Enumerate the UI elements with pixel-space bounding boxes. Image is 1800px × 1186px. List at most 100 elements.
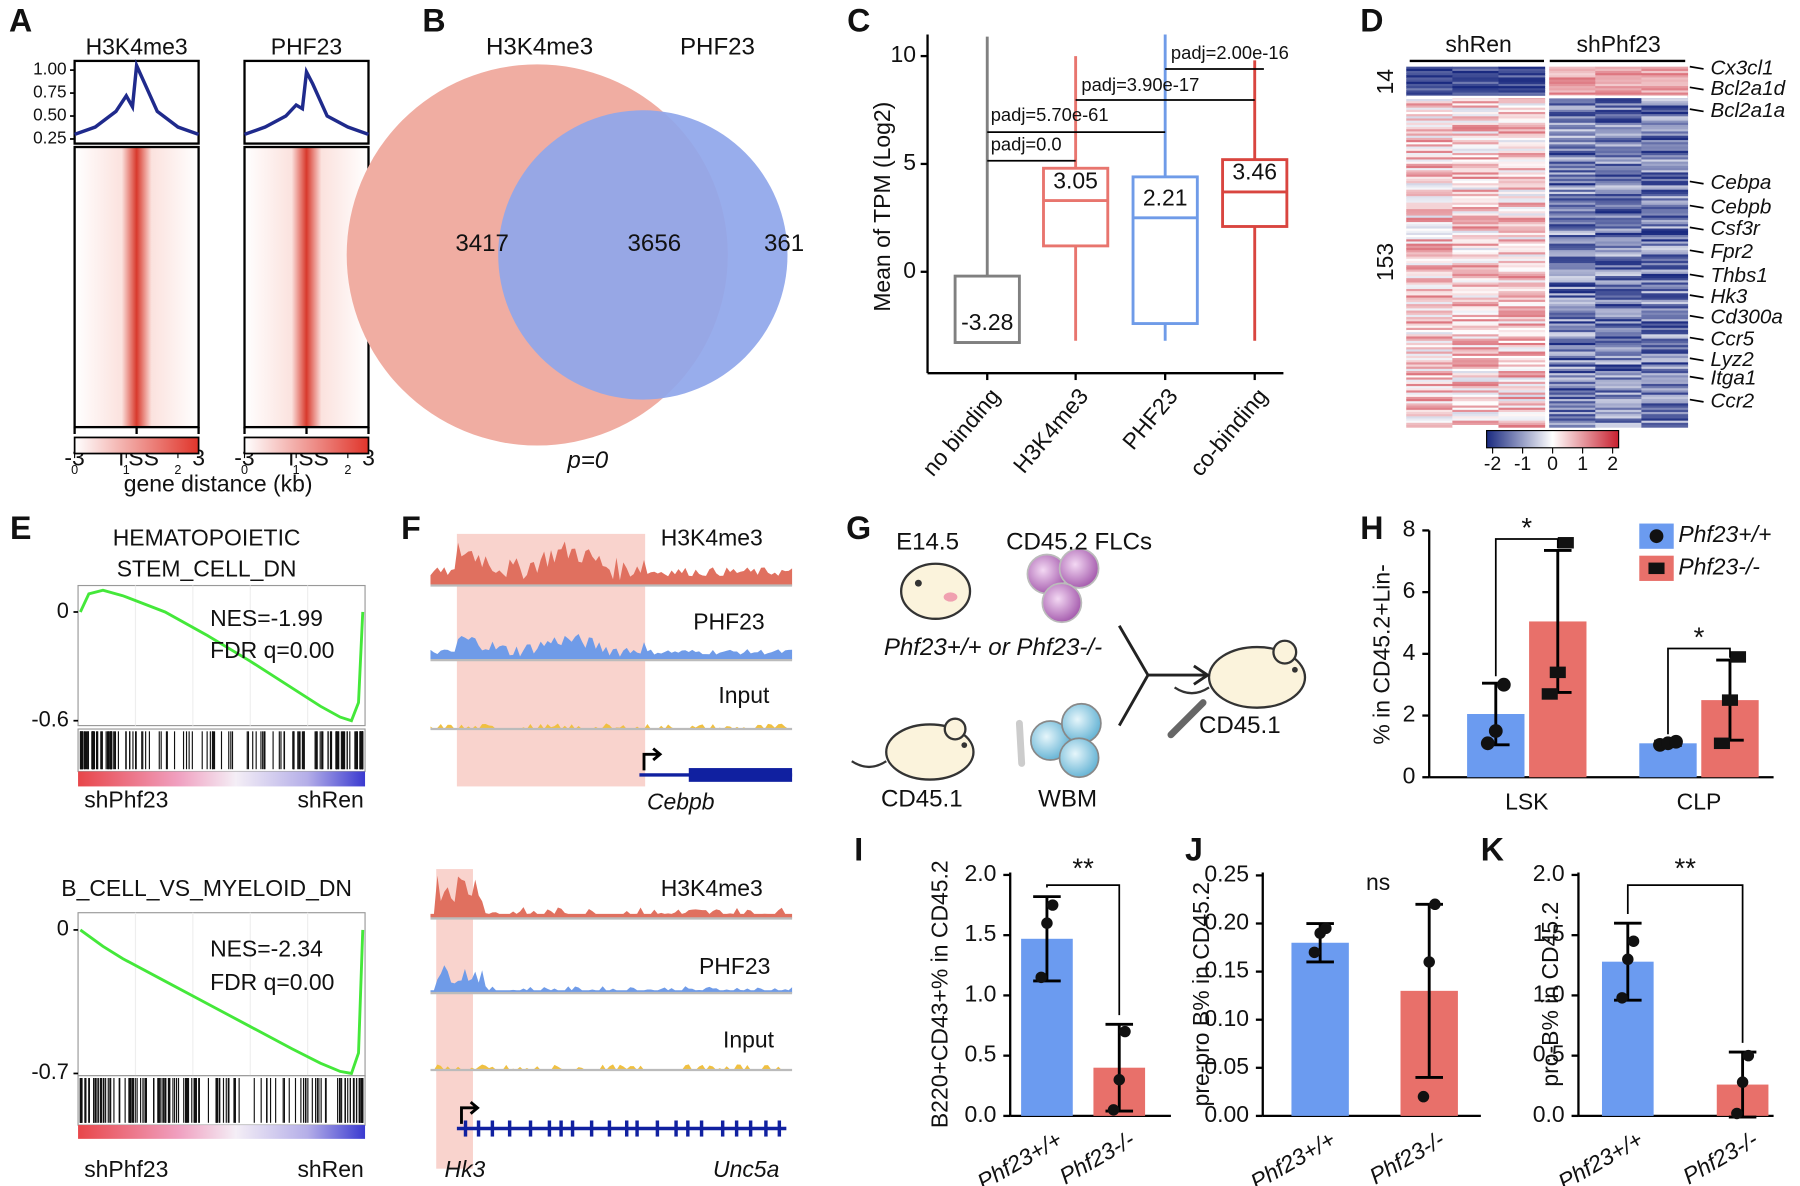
heatmap-cell xyxy=(1406,202,1453,206)
heatmap-cell xyxy=(1549,327,1596,331)
heatmap-cell xyxy=(1595,340,1642,344)
heatmap-cell xyxy=(1452,161,1500,165)
heatmap-cell xyxy=(1452,308,1500,312)
diagram-label: CD45.1 xyxy=(881,786,963,813)
heatmap-cell xyxy=(1595,295,1642,299)
heatmap-cell xyxy=(1452,189,1500,193)
gene-label: Hk3 xyxy=(445,1156,486,1182)
heatmap-cell xyxy=(1452,267,1500,271)
y-tick-label: 10 xyxy=(891,41,917,67)
heatmap-cell xyxy=(1641,224,1689,227)
heatmap-cell xyxy=(1498,245,1546,249)
heatmap-cell xyxy=(1595,371,1642,374)
heatmap-cell xyxy=(1595,325,1642,329)
heatmap-cell xyxy=(1406,297,1453,301)
y-axis-label: B220+CD43+% in CD45.2 xyxy=(926,860,952,1128)
heatmap-cell xyxy=(1595,345,1642,348)
heatmap-cell xyxy=(1452,215,1500,219)
heatmap-cell xyxy=(1406,232,1453,236)
heatmap-cell xyxy=(1641,75,1689,79)
heatmap-cell xyxy=(1406,237,1453,240)
cell xyxy=(1058,547,1100,589)
heatmap-cell xyxy=(1641,329,1689,333)
data-point xyxy=(1488,724,1503,738)
heatmap-cell xyxy=(1595,127,1642,130)
heatmap-cell xyxy=(1595,131,1642,135)
heatmap-cell xyxy=(1498,114,1546,117)
heatmap-cell xyxy=(1595,299,1642,303)
data-point xyxy=(1320,922,1332,935)
heatmap-cell xyxy=(1498,278,1546,281)
heatmap-cell xyxy=(1595,416,1642,420)
heatmap-cell xyxy=(1452,416,1500,420)
heatmap-cell xyxy=(1595,280,1642,284)
heatmap-cell xyxy=(1498,222,1546,225)
heatmap-cell xyxy=(1498,66,1546,70)
x-tick-label: LSK xyxy=(1505,789,1549,815)
heatmap-cell xyxy=(1452,83,1500,87)
heatmap-cell xyxy=(1641,301,1689,305)
gsea-title: HEMATOPOIETIC xyxy=(113,525,301,551)
heatmap-cell xyxy=(1641,99,1689,102)
heatmap-cell xyxy=(1549,83,1596,87)
heatmap-cell xyxy=(1406,75,1453,79)
heatmap-cell xyxy=(1595,414,1642,417)
heatmap-cell xyxy=(1549,224,1596,227)
phenotype-label: shPhf23 xyxy=(84,786,168,812)
heatmap-cell xyxy=(1595,161,1642,165)
heatmap-cell xyxy=(1595,297,1642,301)
heatmap-cell xyxy=(1452,75,1500,79)
rank-colorbar xyxy=(78,1125,366,1139)
y-tick-label: 1.0 xyxy=(1533,980,1565,1006)
heatmap-cell xyxy=(1406,314,1453,318)
heatmap-cell xyxy=(1452,142,1500,145)
bar xyxy=(1291,942,1349,1116)
heatmap-cell xyxy=(1452,109,1500,113)
heatmap-cell xyxy=(1595,178,1642,182)
heatmap-cell xyxy=(1452,96,1500,100)
heatmap-cell xyxy=(1498,345,1546,348)
heatmap-cell xyxy=(1595,124,1642,128)
heatmap-cell xyxy=(1452,174,1500,178)
heatmap-cell xyxy=(1452,420,1500,424)
heatmap-cell xyxy=(1549,183,1596,186)
heatmap-cell xyxy=(1498,247,1546,251)
heatmap-cell xyxy=(1452,122,1500,126)
heatmap-cell xyxy=(1406,142,1453,145)
heatmap-cell xyxy=(1641,405,1689,409)
heatmap-cell xyxy=(1406,278,1453,281)
heatmap-cell xyxy=(1406,412,1453,415)
heatmap-cell xyxy=(1498,120,1546,124)
heatmap-cell xyxy=(1549,301,1596,305)
heatmap-cell xyxy=(1498,301,1546,305)
heatmap-cell xyxy=(1406,383,1453,387)
exon xyxy=(699,1120,704,1137)
legend-marker xyxy=(1648,562,1665,575)
heatmap-cell xyxy=(1452,77,1500,81)
heatmap-cell xyxy=(1498,355,1546,359)
heatmap-cell xyxy=(1641,185,1689,189)
heatmap-cell xyxy=(1549,176,1596,180)
heatmap-cell xyxy=(1641,353,1689,357)
heatmap-cell xyxy=(1549,90,1596,94)
heatmap-cell xyxy=(1549,254,1596,258)
venn-set xyxy=(498,110,788,400)
heatmap-cell xyxy=(1641,202,1689,206)
x-tick-label: Phf23+/+ xyxy=(973,1126,1067,1186)
y-tick-label: 5 xyxy=(903,149,916,175)
colorbar xyxy=(1486,429,1620,449)
heatmap-cell xyxy=(1641,388,1689,392)
heatmap-cell xyxy=(1452,124,1500,128)
y-tick-label: 1.00 xyxy=(33,59,66,79)
heatmap-cell xyxy=(1498,243,1546,247)
heatmap-cell xyxy=(1452,332,1500,335)
heatmap-cell xyxy=(1452,260,1500,264)
heatmap-cell xyxy=(1452,247,1500,251)
heatmap-cell xyxy=(1641,327,1689,331)
colorbar-tick-label: 0 xyxy=(241,463,248,477)
heatmap-cell xyxy=(1641,155,1689,158)
heatmap-cell xyxy=(1498,383,1546,387)
heatmap-cell xyxy=(1641,79,1689,83)
x-tick-label: Phf23+/+ xyxy=(1553,1126,1647,1186)
heatmap-cell xyxy=(1406,155,1453,158)
